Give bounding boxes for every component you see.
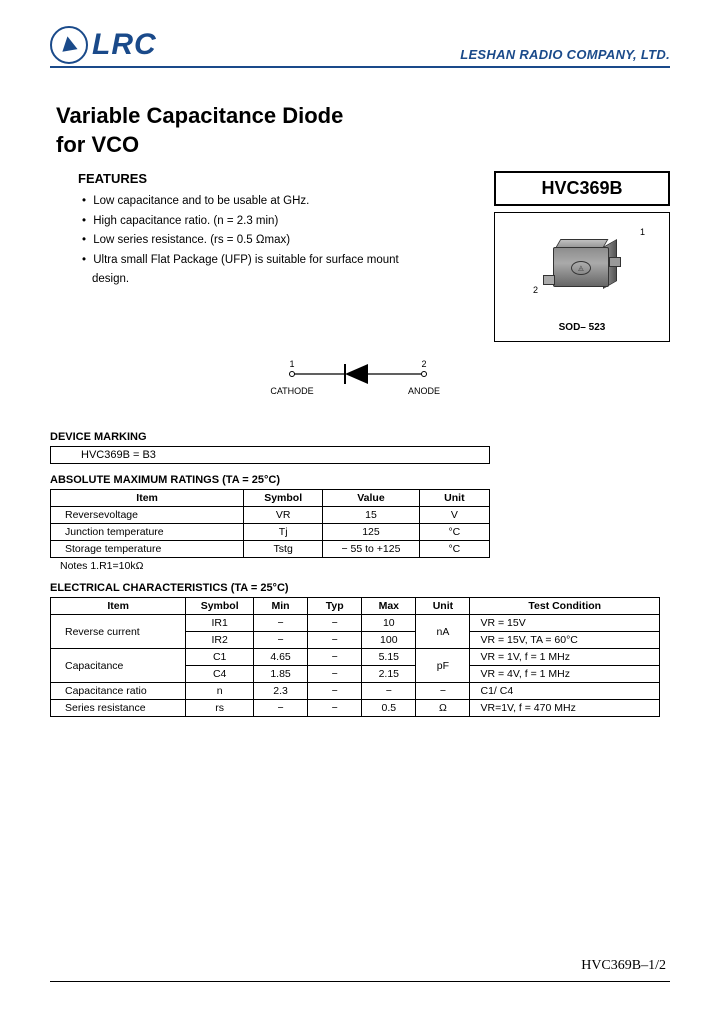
ec-col: Test Condition — [470, 598, 660, 615]
footer-rule — [50, 981, 670, 982]
amr-col-item: Item — [51, 490, 244, 507]
company-name: LESHAN RADIO COMPANY, LTD. — [460, 47, 670, 64]
ec-col: Min — [253, 598, 307, 615]
table-header-row: Item Symbol Min Typ Max Unit Test Condit… — [51, 598, 660, 615]
table-row: Reverse currentIR1−−10nAVR = 15V — [51, 615, 660, 632]
feature-item: Low series resistance. (rs = 0.5 Ωmax) — [78, 231, 474, 251]
datasheet-page: LRC LESHAN RADIO COMPANY, LTD. Variable … — [0, 0, 720, 1012]
ec-col: Max — [362, 598, 416, 615]
device-marking-heading: DEVICE MARKING — [50, 431, 670, 443]
pkg-pin-2: 2 — [533, 285, 538, 295]
ec-col: Unit — [416, 598, 470, 615]
diode-pin1-num: 1 — [289, 359, 294, 369]
amr-col-value: Value — [323, 490, 420, 507]
ec-table: Item Symbol Min Typ Max Unit Test Condit… — [50, 597, 660, 717]
page-number: HVC369B–1/2 — [581, 958, 666, 974]
package-name: SOD– 523 — [495, 322, 669, 333]
device-marking-box: HVC369B = B3 — [50, 446, 490, 464]
table-row: ReversevoltageVR15V — [51, 507, 490, 524]
part-number: HVC369B — [494, 171, 670, 206]
table-row: Capacitance ration2.3−−−C1/ C4 — [51, 683, 660, 700]
amr-notes: Notes 1.R1=10kΩ — [60, 560, 670, 572]
features-block: FEATURES Low capacitance and to be usabl… — [78, 171, 474, 342]
company-logo-icon — [50, 26, 88, 64]
pkg-pin-1: 1 — [640, 227, 645, 237]
amr-col-unit: Unit — [419, 490, 489, 507]
amr-col-symbol: Symbol — [244, 490, 323, 507]
feature-item: High capacitance ratio. (n = 2.3 min) — [78, 212, 474, 232]
page-header: LRC LESHAN RADIO COMPANY, LTD. — [50, 26, 670, 68]
features-list: Low capacitance and to be usable at GHz.… — [78, 192, 474, 290]
feature-item-cont: design. — [92, 270, 474, 290]
feature-item: Ultra small Flat Package (UFP) is suitab… — [78, 251, 474, 271]
table-header-row: Item Symbol Value Unit — [51, 490, 490, 507]
table-row: Junction temperatureTj125°C — [51, 524, 490, 541]
title-line-1: Variable Capacitance Diode — [56, 102, 670, 131]
table-row: Storage temperatureTstg− 55 to +125°C — [51, 541, 490, 558]
amr-table: Item Symbol Value Unit ReversevoltageVR1… — [50, 489, 490, 558]
product-title: Variable Capacitance Diode for VCO — [56, 102, 670, 159]
ec-col: Item — [51, 598, 186, 615]
main-row: FEATURES Low capacitance and to be usabl… — [50, 171, 670, 342]
diode-pin2-label: ANODE — [408, 386, 440, 396]
package-chip-icon: ◬ — [543, 233, 619, 291]
ec-heading: ELECTRICAL CHARACTERISTICS (TA = 25°C) — [50, 582, 670, 594]
part-box: HVC369B ◬ 1 2 SOD– 523 — [494, 171, 670, 342]
table-row: CapacitanceC14.65−5.15pFVR = 1V, f = 1 M… — [51, 649, 660, 666]
diode-symbol: 1 2 CATHODE ANODE — [50, 352, 670, 407]
table-row: Series resistancers−−0.5ΩVR=1V, f = 470 … — [51, 700, 660, 717]
feature-item: Low capacitance and to be usable at GHz. — [78, 192, 474, 212]
diode-pin1-label: CATHODE — [270, 386, 313, 396]
logo-text: LRC — [92, 28, 157, 62]
ec-col: Symbol — [186, 598, 254, 615]
title-line-2: for VCO — [56, 131, 670, 160]
features-heading: FEATURES — [78, 171, 474, 186]
ec-col: Typ — [308, 598, 362, 615]
logo-block: LRC — [50, 26, 157, 64]
amr-heading: ABSOLUTE MAXIMUM RATINGS (TA = 25°C) — [50, 474, 670, 486]
diode-pin2-num: 2 — [421, 359, 426, 369]
package-box: ◬ 1 2 SOD– 523 — [494, 212, 670, 342]
